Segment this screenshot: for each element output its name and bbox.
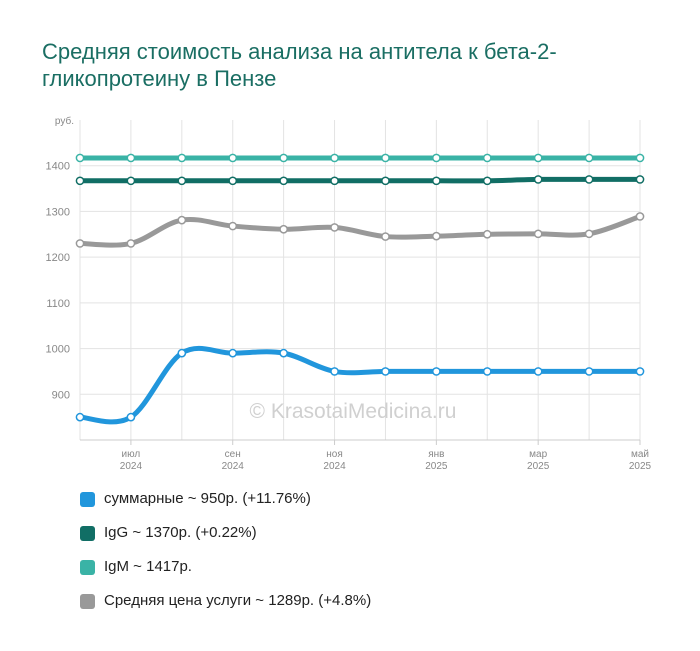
data-point[interactable] — [635, 212, 645, 221]
data-point[interactable] — [482, 229, 492, 239]
data-point[interactable] — [279, 224, 288, 234]
data-point[interactable] — [381, 153, 390, 163]
data-point[interactable] — [584, 367, 594, 376]
data-point[interactable] — [126, 412, 136, 422]
data-point[interactable] — [533, 175, 543, 184]
data-point[interactable] — [432, 176, 441, 186]
data-point[interactable] — [228, 176, 238, 186]
legend-label: суммарные ~ 950р. (+11.76%) — [104, 490, 311, 507]
data-point[interactable] — [584, 153, 594, 163]
data-point[interactable] — [126, 176, 136, 186]
data-point[interactable] — [177, 348, 187, 358]
x-tick-label-month: июл — [122, 449, 141, 460]
legend-swatch — [80, 492, 95, 507]
grid — [79, 120, 641, 441]
data-point[interactable] — [635, 367, 645, 376]
series-3 — [75, 212, 645, 248]
x-tick-label-month: мар — [529, 449, 547, 460]
y-tick-label: 900 — [52, 389, 70, 401]
data-point[interactable] — [584, 175, 594, 184]
legend-swatch — [80, 526, 95, 541]
legend-swatch — [80, 560, 95, 575]
data-point[interactable] — [432, 153, 441, 163]
series-0 — [75, 345, 645, 425]
x-axis-labels: июл2024сен2024ноя2024янв2025мар2025май20… — [120, 440, 652, 472]
x-tick-label-year: 2024 — [222, 461, 245, 472]
y-axis-labels: 900 1000 1100 1200 1300 1400 — [46, 161, 70, 402]
data-point[interactable] — [279, 153, 288, 163]
series-2 — [75, 153, 645, 163]
data-point[interactable] — [330, 223, 339, 232]
series-line — [77, 176, 643, 184]
legend-label: IgG ~ 1370р. (+0.22%) — [104, 524, 257, 541]
series-1 — [75, 175, 645, 186]
data-point[interactable] — [330, 367, 339, 376]
y-tick-label: 1400 — [46, 161, 70, 173]
x-tick-label-year: 2025 — [527, 461, 550, 472]
x-tick-label-year: 2024 — [323, 461, 346, 472]
data-point[interactable] — [228, 153, 238, 163]
legend-label: Средняя цена услуги ~ 1289р. (+4.8%) — [104, 592, 372, 609]
data-point[interactable] — [126, 239, 136, 248]
legend-label: IgM ~ 1417р. — [104, 558, 192, 575]
data-point[interactable] — [330, 153, 339, 163]
data-point[interactable] — [533, 229, 543, 239]
data-point[interactable] — [177, 153, 187, 163]
data-point[interactable] — [432, 367, 441, 376]
x-tick-label-year: 2024 — [120, 461, 143, 472]
chart-title: Средняя стоимость анализа на антитела к … — [42, 39, 557, 91]
data-point[interactable] — [533, 153, 543, 163]
data-point[interactable] — [75, 176, 85, 186]
y-tick-label: 1000 — [46, 344, 70, 356]
watermark: © KrasotaiMedicina.ru — [250, 400, 457, 423]
data-point[interactable] — [432, 231, 441, 241]
data-point[interactable] — [126, 153, 136, 163]
data-point[interactable] — [279, 348, 288, 358]
legend-swatch — [80, 594, 95, 609]
y-tick-label: 1300 — [46, 206, 70, 218]
x-tick-label-month: ноя — [326, 449, 343, 460]
data-point[interactable] — [482, 176, 492, 186]
data-point[interactable] — [228, 348, 238, 358]
data-point[interactable] — [177, 215, 187, 225]
data-point[interactable] — [330, 176, 339, 186]
data-point[interactable] — [533, 367, 543, 376]
x-tick-label-year: 2025 — [629, 461, 652, 472]
series-line — [77, 213, 643, 248]
x-tick-label-month: сен — [225, 449, 241, 460]
series-layer — [75, 153, 645, 425]
data-point[interactable] — [228, 221, 238, 231]
data-point[interactable] — [75, 412, 85, 422]
data-point[interactable] — [381, 367, 390, 376]
data-point[interactable] — [482, 153, 492, 163]
data-point[interactable] — [635, 153, 645, 163]
y-tick-label: 1200 — [46, 252, 70, 264]
data-point[interactable] — [279, 176, 288, 186]
data-point[interactable] — [381, 232, 390, 241]
data-point[interactable] — [75, 239, 85, 248]
data-point[interactable] — [381, 176, 390, 186]
data-point[interactable] — [482, 367, 492, 376]
x-tick-label-month: май — [631, 449, 649, 460]
x-tick-label-year: 2025 — [425, 461, 448, 472]
x-tick-label-month: янв — [428, 449, 444, 460]
data-point[interactable] — [584, 229, 594, 239]
y-axis-unit: руб. — [55, 115, 74, 127]
data-point[interactable] — [75, 153, 85, 163]
data-point[interactable] — [177, 176, 187, 186]
y-tick-label: 1100 — [46, 298, 70, 310]
data-point[interactable] — [635, 175, 645, 184]
